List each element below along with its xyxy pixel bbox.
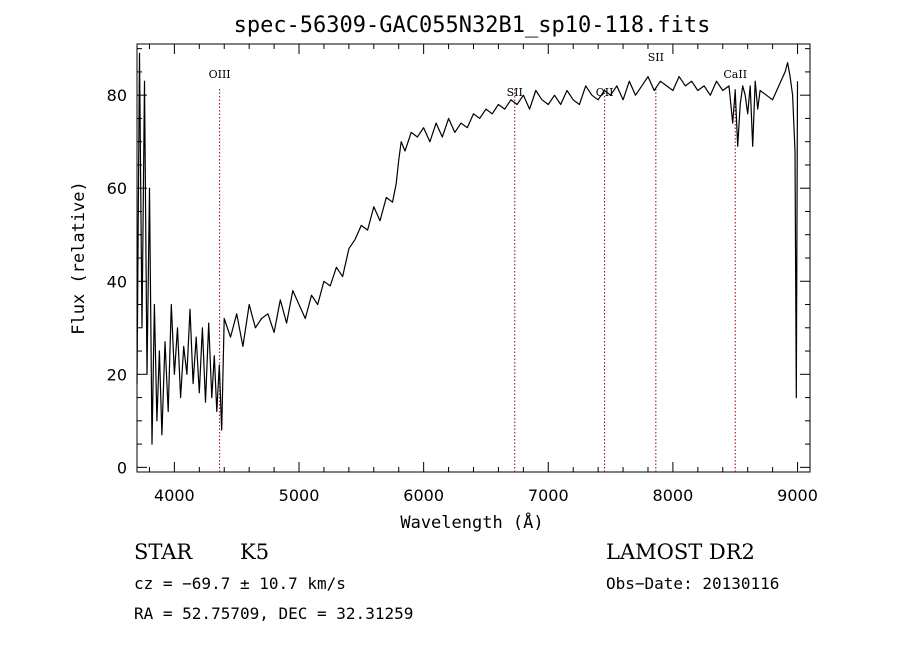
x-tick-label: 5000 <box>279 486 320 505</box>
x-tick-label: 8000 <box>653 486 694 505</box>
spectral-line-label: OII <box>596 86 614 99</box>
spectral-line-label: OIII <box>209 68 231 81</box>
x-tick-label: 6000 <box>403 486 444 505</box>
axis-ticks: 4000 5000 6000 7000 8000 9000 0 20 40 60 80 <box>107 44 818 505</box>
y-tick-label: 20 <box>107 365 127 384</box>
object-subclass: K5 <box>240 540 269 564</box>
x-tick-label: 9000 <box>777 486 818 505</box>
x-tick-label: 7000 <box>528 486 569 505</box>
x-axis-label: Wavelength (Å) <box>400 511 543 533</box>
spectral-line-label: SII <box>648 51 664 64</box>
spectral-line-label: SII <box>507 86 523 99</box>
coordinates: RA = 52.75709, DEC = 32.31259 <box>134 604 413 623</box>
object-class: STAR <box>134 540 193 564</box>
redshift-readout: cz = −69.7 ± 10.7 km/s <box>134 574 346 593</box>
line-markers: OIII SII OII SII CaII <box>209 51 747 472</box>
y-tick-label: 0 <box>117 458 127 477</box>
y-tick-label: 60 <box>107 179 127 198</box>
y-axis-label: Flux (relative) <box>69 181 89 335</box>
obs-date: Obs−Date: 20130116 <box>606 574 779 593</box>
plot-frame <box>136 43 811 473</box>
survey-name: LAMOST DR2 <box>606 540 755 564</box>
y-tick-label: 40 <box>107 272 127 291</box>
spectral-line-label: CaII <box>723 68 747 81</box>
series-layer <box>136 52 799 445</box>
flux-line <box>136 52 799 445</box>
x-tick-label: 4000 <box>154 486 195 505</box>
y-tick-label: 80 <box>107 86 127 105</box>
chart-title: spec-56309-GAC055N32B1_sp10-118.fits <box>234 13 711 38</box>
